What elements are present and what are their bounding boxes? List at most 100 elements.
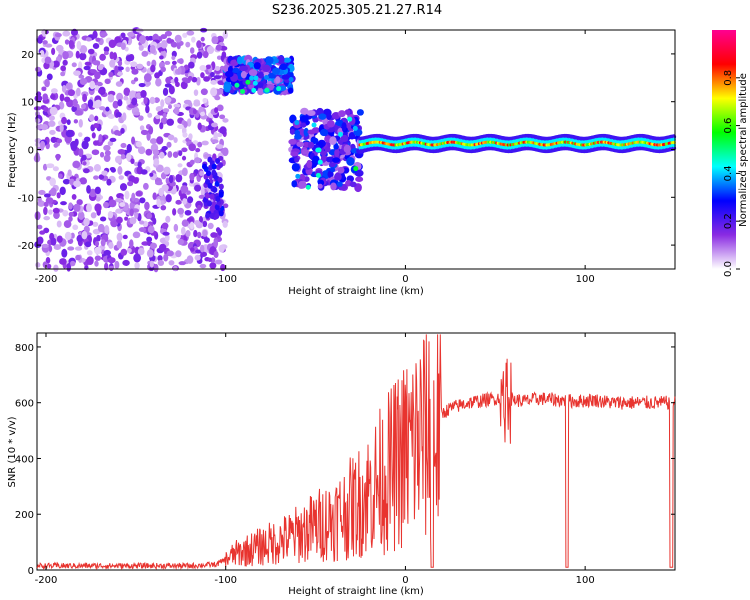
spectrogram-cell: [43, 216, 51, 221]
spectrogram-cell: [155, 78, 162, 87]
spectrogram-cell: [88, 114, 95, 122]
spectrogram-cell: [42, 163, 48, 171]
spectrogram-cell: [193, 100, 201, 107]
spectrogram-cell: [97, 64, 104, 71]
spectrogram-cell: [73, 119, 79, 124]
spectrogram-cell: [240, 71, 247, 79]
spectrogram-cell: [129, 208, 134, 217]
spectrogram-cell: [202, 229, 208, 237]
spectrogram-cell: [215, 227, 221, 233]
spectrogram-cell: [115, 208, 122, 214]
spectrogram-cell: [108, 241, 114, 249]
spectrogram-cell: [140, 89, 147, 98]
spectrogram-y-label: Frequency (Hz): [7, 112, 18, 188]
spectrogram-cell: [160, 66, 166, 73]
snr-y-ticks: 0 200 400 600 800: [15, 343, 675, 577]
spectrogram-cell: [334, 172, 342, 181]
spectrogram-cell: [311, 122, 317, 128]
y-tick-label: 800: [15, 343, 34, 354]
spectrogram-cell: [103, 249, 111, 256]
spectrogram-cell: [87, 99, 94, 109]
x-tick-label: 0: [402, 575, 408, 586]
spectrogram-cell: [72, 160, 81, 169]
spectrogram-cell: [180, 81, 188, 90]
spectrogram-cell: [163, 253, 169, 262]
spectrogram-cell: [126, 143, 132, 153]
spectrogram-cell: [191, 36, 196, 43]
spectrogram-cell: [116, 240, 123, 249]
spectrogram-cell: [172, 151, 179, 158]
spectrogram-cell: [303, 127, 309, 137]
spectrogram-cell: [158, 243, 167, 252]
spectrogram-cell: [124, 216, 129, 221]
spectrogram-cell: [127, 31, 135, 37]
spectrogram-cell: [75, 254, 81, 261]
spectrogram-cell: [288, 138, 297, 145]
spectrogram-cell: [216, 88, 225, 95]
spectrogram-cell: [94, 240, 100, 247]
spectrogram-cell: [92, 43, 100, 50]
spectrogram-cell: [115, 111, 122, 118]
spectrogram-cell: [165, 177, 170, 184]
spectrogram-cell: [68, 216, 73, 222]
spectrogram-cell: [166, 250, 174, 257]
spectrogram-cell: [161, 222, 169, 230]
spectrogram-cell: [145, 105, 150, 114]
spectrogram-cell: [299, 115, 309, 122]
spectrogram-cell: [279, 63, 288, 71]
spectrogram-cell: [152, 149, 160, 156]
spectrogram-cell: [219, 126, 227, 135]
spectrogram-cell: [188, 181, 195, 187]
spectrogram-cell: [54, 32, 62, 38]
spectrogram-cell: [168, 260, 175, 266]
spectrogram-cell: [70, 28, 79, 36]
spectrogram-cell: [348, 132, 356, 140]
spectrogram-cell: [316, 147, 322, 153]
spectrogram-cell: [197, 122, 202, 131]
y-tick-label: 0: [28, 146, 34, 157]
spectrogram-cell: [147, 112, 153, 118]
spectrogram-cell: [65, 82, 72, 90]
spectrogram-cell: [210, 257, 216, 264]
spectrogram-cell: [92, 140, 99, 146]
spectrogram-cell: [337, 131, 343, 137]
spectrogram-cell: [78, 148, 84, 158]
spectrogram-cell: [189, 247, 195, 252]
spectrogram-cell: [107, 94, 115, 103]
spectrogram-cell: [33, 106, 42, 111]
spectrogram-cell: [265, 56, 274, 65]
spectrogram-cell: [86, 185, 91, 194]
spectrogram-cell: [199, 170, 204, 177]
spectrogram-cell: [122, 112, 127, 121]
spectrogram-cell: [81, 103, 86, 110]
spectrogram-cell: [42, 40, 48, 45]
spectrogram-cell: [52, 60, 60, 68]
spectrogram-cell: [140, 129, 149, 136]
spectrogram-cell: [108, 71, 114, 78]
spectrogram-cell: [37, 224, 43, 230]
spectrogram-cell: [56, 192, 61, 199]
spectrogram-cell: [35, 153, 40, 162]
spectrogram-cell: [64, 39, 70, 45]
spectrogram-cell: [50, 187, 57, 197]
spectrogram-cell: [158, 187, 165, 197]
spectrogram-cell: [49, 106, 58, 116]
spectrogram-cell: [193, 157, 201, 164]
spectrogram-cell: [56, 138, 63, 144]
spectrogram-cell: [182, 198, 188, 205]
spectrogram-cell: [53, 244, 62, 251]
spectrogram-cell: [211, 36, 219, 45]
spectrogram-cell: [216, 104, 224, 112]
spectrogram-cell: [122, 259, 130, 266]
colorbar-label: Normalized spectral amplitude: [738, 73, 749, 227]
spectrogram-cell: [219, 114, 226, 120]
spectrogram-cell: [155, 180, 163, 186]
spectrogram-cell: [149, 96, 156, 105]
spectrogram-cell: [162, 87, 169, 96]
spectrogram-cell: [149, 172, 154, 177]
spectrogram-cell: [175, 250, 182, 258]
y-tick-label: 20: [21, 50, 34, 61]
spectrogram-cell: [318, 113, 327, 120]
spectrogram-cell: [78, 118, 83, 128]
spectrogram-cell: [39, 50, 45, 58]
